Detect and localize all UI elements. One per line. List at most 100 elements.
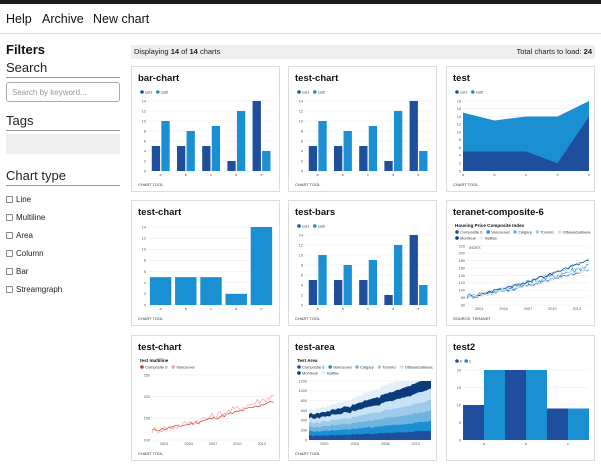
- chart-type-label: Area: [16, 231, 33, 240]
- chart-card[interactable]: test col1 col2 0 2 4 6 8 10 12 14 16 18 a b c d e CHART …: [446, 66, 595, 192]
- y-tick-label: 1000: [299, 389, 307, 393]
- chart-subtitle: Housing Price Composite Index: [455, 223, 525, 228]
- x-tick-label: c: [210, 307, 212, 311]
- y-tick-label: 2: [144, 292, 146, 296]
- checkbox[interactable]: [6, 268, 13, 275]
- chart-type-divider: [6, 185, 120, 186]
- y-tick-label: 12: [457, 123, 461, 127]
- y-tick-label: 8: [459, 138, 461, 142]
- legend-label: b: [460, 359, 463, 364]
- legend-label: Composite 6: [145, 365, 168, 370]
- legend-swatch: [140, 365, 144, 369]
- bar: [526, 370, 547, 440]
- legend-label: col1: [302, 90, 310, 95]
- y-tick-label: 10: [299, 119, 303, 123]
- y-tick-label: 180: [459, 259, 465, 263]
- y-tick-label: 12: [142, 109, 146, 113]
- y-tick-label: 0: [459, 438, 461, 442]
- y-tick-label: 400: [301, 419, 307, 423]
- y-tick-label: 8: [301, 129, 303, 133]
- nav-help[interactable]: Help: [6, 12, 32, 26]
- chart-card[interactable]: test-chart 0 2 4 6 8 10 12 14 a b c d e CHART TOOL: [131, 200, 280, 326]
- legend-swatch: [297, 224, 301, 228]
- bar: [568, 408, 589, 440]
- chart-type-column[interactable]: Column: [6, 249, 44, 258]
- y-tick-label: 120: [459, 281, 465, 285]
- checkbox[interactable]: [6, 286, 13, 293]
- x-tick-label: 2008: [381, 442, 389, 446]
- chart-card[interactable]: test2 b c 0 5 10 15 20 a b c: [446, 335, 595, 461]
- chart-type-line[interactable]: Line: [6, 195, 31, 204]
- x-tick-label: b: [493, 173, 495, 177]
- bar: [359, 146, 368, 171]
- nav-archive[interactable]: Archive: [42, 12, 84, 26]
- bar: [308, 146, 318, 171]
- y-tick-label: 10: [299, 253, 303, 257]
- card-title: test-area: [295, 342, 335, 353]
- chart-card[interactable]: bar-chart col1 col2 0 2 4 6 8 10 12 14 a b c d e CHART…: [131, 66, 280, 192]
- chart-type-bar[interactable]: Bar: [6, 267, 28, 276]
- legend-swatch: [455, 90, 459, 94]
- y-tick-label: 6: [144, 270, 146, 274]
- x-tick-label: 2001: [475, 307, 483, 311]
- legend-swatch: [140, 90, 144, 94]
- displaying-count: Displaying 14 of 14 charts: [134, 47, 220, 56]
- legend-label: Halifax: [485, 236, 497, 241]
- chart-preview: Test Area Composite 6 Vancouver Calgary Toro…: [293, 356, 434, 452]
- y-tick-label: 8: [144, 129, 146, 133]
- chart-svg: col1 col2 0 2 4 6 8 10 12 14 a b c d e: [297, 90, 431, 177]
- line-series: [466, 260, 590, 298]
- legend-label: Halifax: [327, 371, 339, 376]
- legend-swatch: [479, 236, 484, 240]
- chart-svg: col1 col2 0 2 4 6 8 10 12 14 a b c d e: [297, 224, 431, 311]
- line-series: [466, 268, 590, 298]
- chart-type-streamgraph[interactable]: Streamgraph: [6, 285, 62, 294]
- x-tick-label: 2010: [233, 442, 241, 446]
- chart-type-area[interactable]: Area: [6, 231, 33, 240]
- search-input[interactable]: [6, 82, 120, 102]
- checkbox[interactable]: [6, 196, 13, 203]
- bar: [419, 151, 428, 171]
- x-tick-label: e: [260, 307, 262, 311]
- x-tick-label: e: [417, 307, 419, 311]
- x-tick-label: b: [342, 307, 344, 311]
- chart-type-label: Column: [16, 249, 44, 258]
- chart-card[interactable]: test-chart col1 col2 0 2 4 6 8 10 12 14 a b c d e CHAR…: [288, 66, 437, 192]
- y-tick-label: 14: [142, 225, 146, 229]
- legend-swatch: [455, 359, 459, 363]
- legend-label: OttawaGatineau: [563, 230, 591, 235]
- bar: [227, 161, 236, 171]
- shown-count: 14: [170, 47, 180, 56]
- bar: [176, 146, 186, 171]
- y-axis-label: INDEX: [469, 246, 481, 250]
- checkbox[interactable]: [6, 232, 13, 239]
- y-tick-label: 12: [142, 236, 146, 240]
- line-series: [466, 263, 590, 298]
- charts-suffix: charts: [199, 47, 221, 56]
- checkbox[interactable]: [6, 214, 13, 221]
- y-tick-label: 4: [144, 149, 146, 153]
- x-tick-label: d: [235, 173, 237, 177]
- x-tick-label: 2013: [258, 442, 266, 446]
- nav-new-chart[interactable]: New chart: [93, 12, 150, 26]
- chart-type-multiline[interactable]: Multiline: [6, 213, 45, 222]
- checkbox[interactable]: [6, 250, 13, 257]
- bar: [505, 370, 526, 440]
- chart-card[interactable]: teranet-composite-6 Housing Price Compos…: [446, 200, 595, 326]
- chart-card[interactable]: test-bars col1 col2 0 2 4 6 8 10 12 14 a b c d e CHART…: [288, 200, 437, 326]
- x-tick-label: e: [588, 173, 590, 177]
- chart-svg: Test Area Composite 6 Vancouver Calgary Toro…: [297, 358, 434, 446]
- bar: [409, 101, 418, 171]
- x-tick-label: 2013: [573, 307, 581, 311]
- chart-card[interactable]: test-area Test Area Composite 6 Vancouver C…: [288, 335, 437, 461]
- legend-label: col1: [460, 90, 468, 95]
- chart-type-label: Multiline: [16, 213, 46, 222]
- legend-swatch: [313, 224, 317, 228]
- y-tick-label: 2: [301, 159, 303, 163]
- y-tick-label: 12: [299, 109, 303, 113]
- chart-card[interactable]: test-chart test multiline Composite 6 Vanc…: [131, 335, 280, 461]
- legend-label: Vancouver: [333, 365, 352, 370]
- y-tick-label: 0: [305, 438, 307, 442]
- tags-input[interactable]: [6, 134, 120, 154]
- chart-svg: test multiline Composite 6 Vancouver 100 150…: [140, 358, 275, 446]
